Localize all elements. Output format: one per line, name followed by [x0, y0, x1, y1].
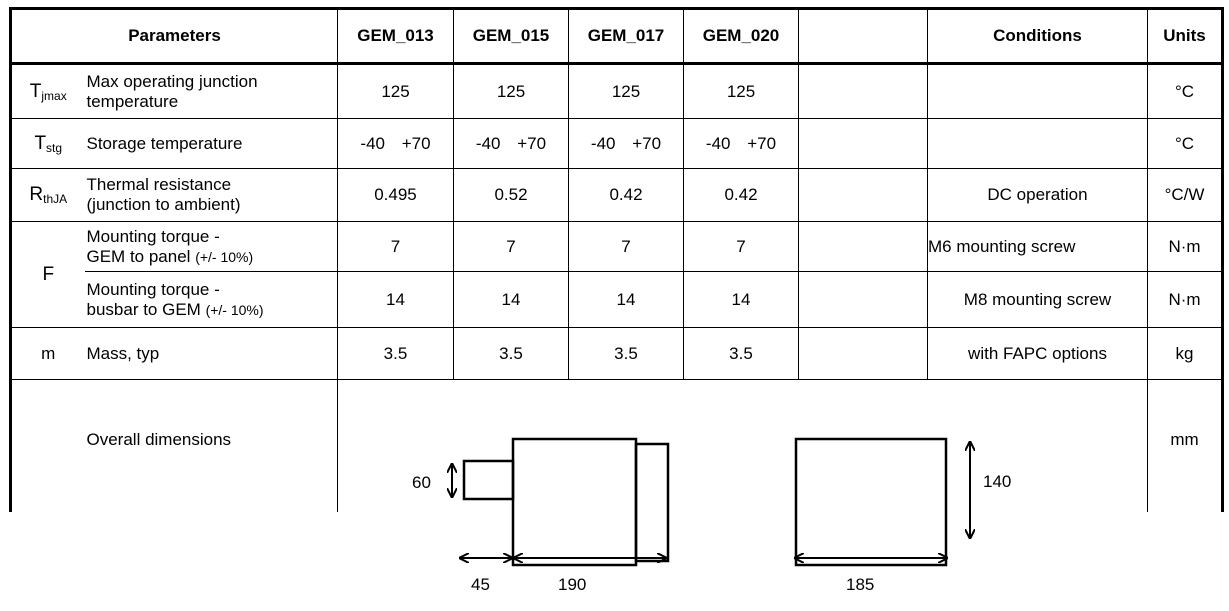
symbol-cell: RthJA	[9, 168, 85, 222]
symbol-cell	[9, 379, 85, 512]
value-cell: -40 +70	[568, 118, 684, 169]
symbol-subscript: jmax	[41, 88, 67, 103]
symbol-subscript: thJA	[43, 192, 68, 206]
description-line: (junction to ambient)	[86, 195, 241, 214]
header-units: Units	[1147, 7, 1224, 65]
header-row: Parameters GEM_013 GEM_015 GEM_017 GEM_0…	[9, 7, 1224, 65]
symbol-cell: Tstg	[9, 118, 85, 169]
description-line: Mounting torque -	[86, 226, 220, 246]
table-row: Tjmax Max operating junction temperature …	[9, 63, 1224, 119]
description-line: Thermal resistance	[86, 175, 232, 194]
value-cell: -40 +70	[683, 118, 799, 169]
description-cell: Mounting torque - busbar to GEM (+/- 10%)	[84, 271, 338, 328]
unit-cell: °C/W	[1147, 168, 1224, 222]
condition-cell: M8 mounting screw	[927, 271, 1148, 328]
description-cell: Storage temperature	[84, 118, 338, 169]
unit-cell: kg	[1147, 327, 1224, 380]
table-row: Tstg Storage temperature -40 +70 -40 +70…	[9, 118, 1224, 169]
symbol: T	[34, 132, 47, 154]
empty-cell	[798, 271, 928, 328]
description-cell: Overall dimensions	[84, 379, 338, 512]
symbol: F	[42, 263, 55, 285]
dimensions-drawing-cell	[337, 379, 1148, 512]
description-cell: Thermal resistance (junction to ambient)	[84, 168, 338, 222]
condition-cell: with FAPC options	[927, 327, 1148, 380]
side-body-shape	[511, 437, 638, 567]
parameters-table: Parameters GEM_013 GEM_015 GEM_017 GEM_0…	[9, 7, 1224, 512]
condition-cell	[927, 118, 1148, 169]
value-cell: 125	[453, 63, 569, 119]
symbol-subscript: stg	[46, 140, 63, 155]
unit-cell: °C	[1147, 63, 1224, 119]
description-line: Mounting torque -	[86, 279, 220, 299]
value-cell: 7	[683, 221, 799, 272]
length-body-label: 190	[558, 575, 586, 594]
symbol: T	[29, 80, 42, 102]
value-cell: 14	[337, 271, 454, 328]
table-row: F Mounting torque - GEM to panel (+/- 10%…	[9, 221, 1224, 328]
value-cell: -40 +70	[453, 118, 569, 169]
tolerance: (+/- 10%)	[195, 248, 254, 265]
tolerance: (+/- 10%)	[205, 301, 264, 318]
value-cell: 0.42	[568, 168, 684, 222]
front-view-shape	[794, 437, 948, 567]
description-line: Max operating junction	[86, 71, 258, 91]
value-cell: 7	[453, 221, 569, 272]
value-cell: 0.52	[453, 168, 569, 222]
length-stub-label: 45	[471, 575, 490, 594]
description-cell: Mass, typ	[84, 327, 338, 380]
value-cell: -40 +70	[337, 118, 454, 169]
description-cell: Max operating junction temperature	[84, 63, 338, 119]
table-row: RthJA Thermal resistance (junction to amb…	[9, 168, 1224, 222]
symbol-cell: m	[9, 327, 85, 380]
header-model: GEM_013	[337, 7, 454, 65]
description-line: GEM to panel	[86, 246, 191, 266]
symbol-cell: F	[9, 221, 85, 328]
description-line: busbar to GEM	[86, 299, 201, 319]
empty-cell	[798, 221, 928, 272]
value-cell: 3.5	[683, 327, 799, 380]
table-row: Overall dimensions mm	[9, 379, 1224, 512]
value-cell: 7	[337, 221, 454, 272]
height-small-label: 60	[412, 473, 431, 492]
header-model: GEM_017	[568, 7, 684, 65]
symbol: R	[29, 184, 44, 205]
header-conditions: Conditions	[927, 7, 1148, 65]
empty-cell	[798, 168, 928, 222]
value-cell: 125	[683, 63, 799, 119]
header-parameters: Parameters	[9, 7, 338, 65]
symbol: m	[41, 343, 56, 363]
side-stub-shape	[462, 459, 515, 501]
width-front-label: 185	[846, 575, 874, 594]
description-line: temperature	[86, 91, 179, 111]
value-cell: 14	[453, 271, 569, 328]
description-cell: Mounting torque - GEM to panel (+/- 10%)	[84, 221, 338, 272]
unit-cell: mm	[1147, 379, 1224, 512]
value-cell: 0.495	[337, 168, 454, 222]
condition-cell: DC operation	[927, 168, 1148, 222]
table-row: m Mass, typ 3.5 3.5 3.5 3.5 with FAPC op…	[9, 327, 1224, 380]
height-front-label: 140	[983, 472, 1011, 491]
side-endplate-shape	[634, 442, 670, 563]
